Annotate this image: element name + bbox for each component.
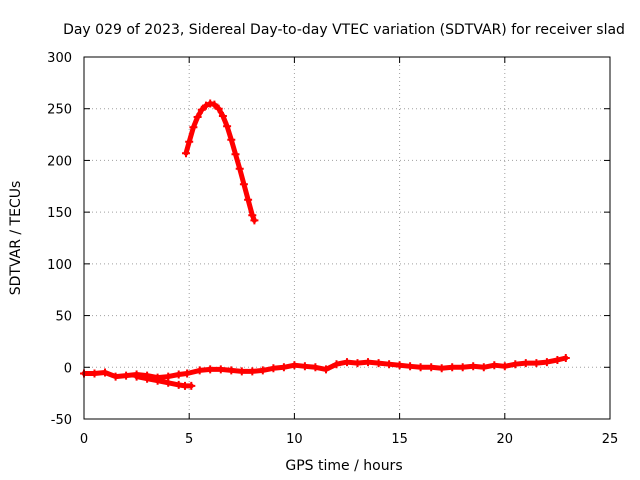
data-point bbox=[469, 362, 478, 371]
x-tick-label: 10 bbox=[286, 432, 303, 447]
y-tick-label: 50 bbox=[55, 310, 72, 325]
data-point bbox=[311, 363, 320, 372]
data-point bbox=[237, 367, 246, 376]
x-tick-label: 0 bbox=[80, 432, 88, 447]
data-point bbox=[500, 362, 509, 371]
data-point bbox=[479, 363, 488, 372]
chart-title: Day 029 of 2023, Sidereal Day-to-day VTE… bbox=[63, 22, 625, 38]
data-point bbox=[132, 370, 141, 379]
axis-ticks bbox=[83, 56, 611, 420]
data-point bbox=[197, 105, 206, 114]
data-point bbox=[395, 361, 404, 370]
data-point bbox=[235, 164, 244, 173]
data-point bbox=[332, 360, 341, 369]
series-line bbox=[183, 101, 257, 223]
y-axis-label: SDTVAR / TECUs bbox=[8, 181, 24, 296]
y-tick-label: 200 bbox=[47, 154, 72, 169]
data-point bbox=[511, 360, 520, 369]
y-tick-label: 300 bbox=[47, 51, 72, 66]
data-point bbox=[290, 361, 299, 370]
data-point bbox=[164, 372, 173, 381]
plot-frame bbox=[83, 56, 611, 420]
data-point bbox=[416, 363, 425, 372]
data-point bbox=[553, 356, 562, 364]
data-point bbox=[214, 104, 223, 113]
data-point bbox=[202, 101, 210, 110]
data-layer bbox=[80, 99, 570, 390]
data-point bbox=[542, 358, 551, 367]
y-tick-label: 100 bbox=[47, 258, 72, 273]
data-point bbox=[223, 122, 232, 131]
data-point bbox=[216, 365, 225, 374]
data-point bbox=[153, 373, 162, 382]
grid-lines bbox=[84, 57, 610, 419]
data-point bbox=[364, 358, 372, 367]
y-tick-label: -50 bbox=[51, 413, 72, 428]
data-point bbox=[532, 359, 541, 368]
y-tick-label: 0 bbox=[64, 361, 72, 376]
data-point bbox=[183, 369, 192, 378]
data-point bbox=[490, 361, 499, 370]
data-point bbox=[185, 137, 194, 146]
data-point bbox=[174, 370, 183, 379]
data-point bbox=[206, 365, 215, 374]
data-point bbox=[521, 359, 530, 368]
x-tick-label: 20 bbox=[497, 432, 514, 447]
x-tick-label: 15 bbox=[391, 432, 408, 447]
data-point bbox=[231, 150, 240, 159]
data-point bbox=[248, 211, 257, 220]
data-point bbox=[239, 180, 248, 189]
data-point bbox=[244, 195, 253, 204]
x-tick-label: 5 bbox=[185, 432, 193, 447]
data-point bbox=[218, 112, 227, 120]
data-point bbox=[561, 354, 570, 362]
data-point bbox=[269, 364, 278, 373]
data-point bbox=[248, 367, 257, 376]
y-tick-label: 250 bbox=[47, 103, 72, 118]
data-point bbox=[279, 363, 288, 372]
data-point bbox=[187, 381, 196, 390]
data-point bbox=[353, 359, 362, 368]
data-point bbox=[189, 123, 198, 132]
data-point bbox=[111, 372, 120, 381]
data-point bbox=[250, 216, 259, 225]
data-point bbox=[227, 135, 236, 144]
data-point bbox=[122, 371, 131, 380]
data-point bbox=[258, 366, 267, 375]
data-point bbox=[406, 362, 415, 371]
data-point bbox=[182, 149, 190, 158]
data-point bbox=[206, 99, 215, 108]
data-point bbox=[143, 371, 152, 380]
data-point bbox=[227, 366, 236, 375]
data-point bbox=[210, 100, 219, 109]
data-point bbox=[458, 363, 467, 372]
data-point bbox=[195, 366, 204, 375]
data-point bbox=[427, 363, 436, 372]
data-point bbox=[193, 113, 202, 121]
data-point bbox=[90, 369, 99, 378]
y-tick-label: 150 bbox=[47, 206, 72, 221]
data-point bbox=[300, 362, 309, 371]
data-point bbox=[343, 358, 351, 367]
x-tick-label: 25 bbox=[602, 432, 619, 447]
data-point bbox=[374, 359, 383, 368]
data-point bbox=[448, 363, 457, 372]
data-point bbox=[385, 360, 394, 369]
tick-labels: 0 5 10 15 20 25 -50 0 50 100 150 200 250 300 bbox=[47, 51, 618, 447]
x-axis-label: GPS time / hours bbox=[285, 458, 402, 474]
data-point bbox=[101, 368, 109, 377]
data-point bbox=[322, 365, 330, 374]
data-point bbox=[437, 364, 446, 373]
